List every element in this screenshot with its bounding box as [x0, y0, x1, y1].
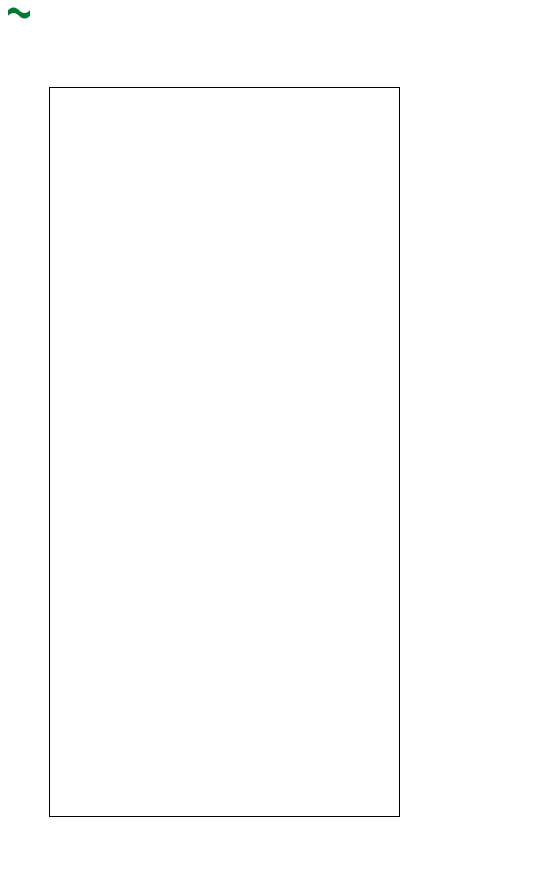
- usgs-logo: [8, 4, 34, 22]
- pst-tz-label: [14, 52, 57, 66]
- spectrogram-plot: [49, 87, 400, 817]
- seismogram-canvas: [454, 87, 544, 815]
- wave-icon: [8, 4, 30, 22]
- spectrogram-canvas: [50, 88, 399, 816]
- seismogram-plot: [454, 87, 544, 815]
